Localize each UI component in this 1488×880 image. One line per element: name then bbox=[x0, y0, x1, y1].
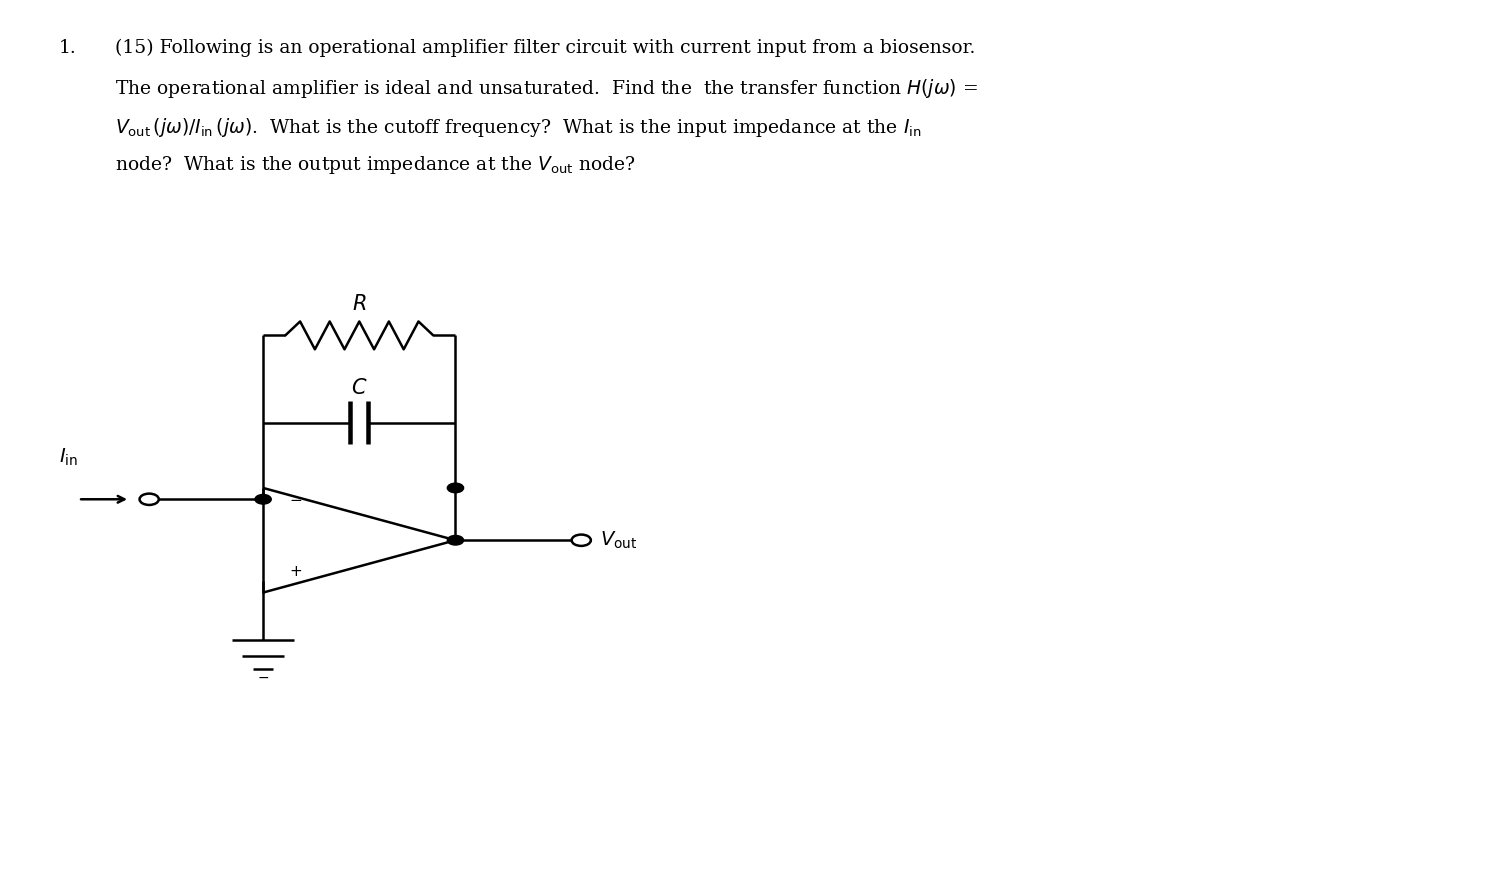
Text: $V_{\mathrm{out}}$: $V_{\mathrm{out}}$ bbox=[601, 530, 638, 551]
Text: node?  What is the output impedance at the $V_{\mathrm{out}}$ node?: node? What is the output impedance at th… bbox=[115, 154, 635, 176]
Text: The operational amplifier is ideal and unsaturated.  Find the  the transfer func: The operational amplifier is ideal and u… bbox=[115, 77, 978, 100]
Text: $I_{\mathrm{in}}$: $I_{\mathrm{in}}$ bbox=[60, 446, 77, 468]
Circle shape bbox=[448, 535, 464, 545]
Circle shape bbox=[254, 495, 271, 504]
Text: $C$: $C$ bbox=[351, 378, 368, 398]
Text: (15) Following is an operational amplifier filter circuit with current input fro: (15) Following is an operational amplifi… bbox=[115, 39, 976, 57]
Text: $-$: $-$ bbox=[289, 492, 302, 506]
Circle shape bbox=[448, 483, 464, 493]
Text: $R$: $R$ bbox=[353, 294, 366, 313]
Text: $+$: $+$ bbox=[289, 566, 302, 580]
Text: 1.: 1. bbox=[60, 39, 77, 57]
Text: $-$: $-$ bbox=[257, 670, 269, 684]
Text: $V_{\mathrm{out}}\,(j\omega)/I_{\mathrm{in}}\,(j\omega)$.  What is the cutoff fr: $V_{\mathrm{out}}\,(j\omega)/I_{\mathrm{… bbox=[115, 116, 921, 139]
Circle shape bbox=[571, 534, 591, 546]
Circle shape bbox=[140, 494, 159, 505]
